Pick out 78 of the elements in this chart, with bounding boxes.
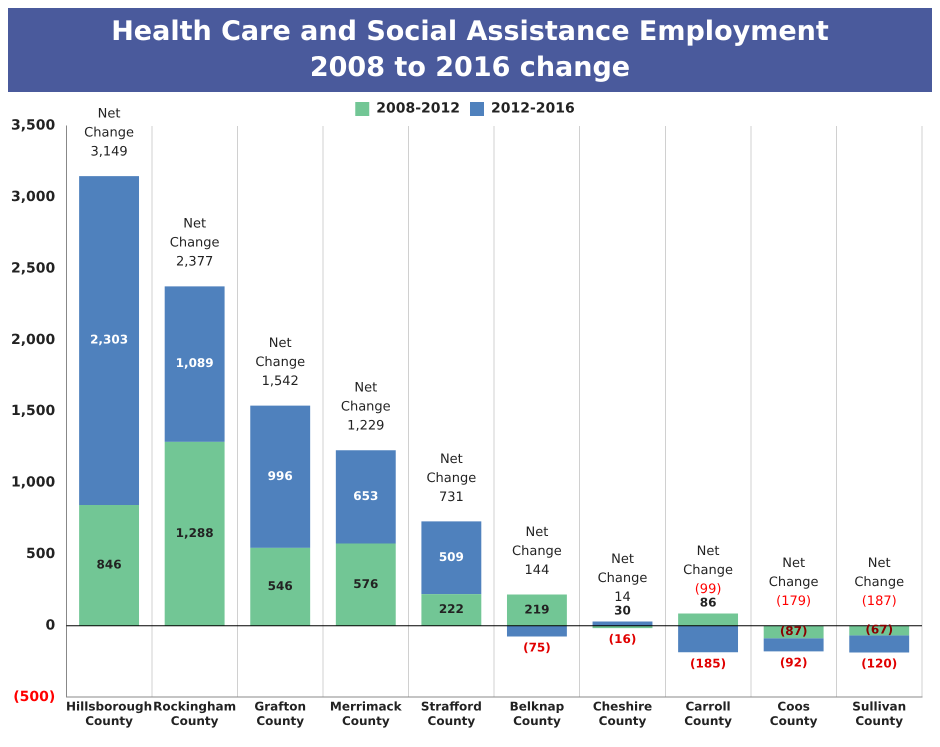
chart-title: Health Care and Social Assistance Employment 2008 to 2016 change <box>110 15 830 85</box>
bar <box>506 626 567 637</box>
data-label: 653 <box>353 489 378 504</box>
annotation: Net Change <box>854 556 904 590</box>
bar <box>336 544 396 626</box>
bar <box>164 442 225 626</box>
data-label: 509 <box>438 550 464 564</box>
bar <box>421 594 482 626</box>
y-tick-label: 3,000 <box>10 189 56 206</box>
y-tick-label: 500 <box>26 546 56 562</box>
total-label: 731 <box>438 490 464 505</box>
bar <box>250 548 310 626</box>
data-label: 30 <box>614 604 631 618</box>
data-label: 219 <box>524 602 550 616</box>
x-tick-label: Carroll County <box>684 700 732 728</box>
legend-label: 2012-2016 <box>491 100 575 117</box>
bar <box>678 614 738 626</box>
data-label: (67) <box>865 622 894 637</box>
data-label: 576 <box>353 576 378 591</box>
total-label: 2,377 <box>176 254 214 270</box>
total-label: (99) <box>694 582 722 597</box>
y-tick-label: 1,000 <box>10 474 56 491</box>
y-tick-label: 2,000 <box>10 332 56 348</box>
data-label: (92) <box>780 655 808 670</box>
annotation: Net Change <box>512 524 562 559</box>
annotation: Net Change <box>170 216 220 251</box>
x-tick-label: Cheshire County <box>592 700 652 728</box>
x-tick-label: Belknap County <box>510 700 565 728</box>
x-tick-label: Hillsborough County <box>66 700 152 728</box>
data-label: 2,303 <box>90 332 128 347</box>
bar <box>764 638 824 652</box>
data-label: (87) <box>780 624 808 638</box>
annotation: Net Change <box>768 556 819 590</box>
total-label: 3,149 <box>90 144 128 160</box>
bar <box>506 594 567 626</box>
annotation: Net Change <box>598 552 648 586</box>
y-tick-label: 2,500 <box>10 260 56 276</box>
data-label: 86 <box>700 596 716 610</box>
data-label: 1,089 <box>176 356 214 370</box>
bar <box>336 450 396 544</box>
data-label: (75) <box>523 640 551 655</box>
y-tick-label: 3,500 <box>10 118 56 134</box>
y-tick-label: 0 <box>46 617 56 634</box>
x-tick-label: Grafton County <box>254 700 306 728</box>
data-label: 222 <box>438 602 464 616</box>
bar <box>164 286 225 442</box>
x-tick-label: Sullivan County <box>852 700 906 728</box>
x-tick-label: Coos County <box>770 700 818 728</box>
bar <box>79 504 140 626</box>
y-tick-label: (500) <box>13 688 56 705</box>
data-label: (185) <box>690 656 726 670</box>
data-label: 996 <box>268 468 293 483</box>
total-label: 1,542 <box>262 374 299 389</box>
bar <box>849 635 910 653</box>
legend-label: 2008-2012 <box>376 100 460 117</box>
y-tick-label: 1,500 <box>10 403 56 420</box>
data-label: 546 <box>268 578 293 593</box>
annotation: Net Change <box>255 336 306 370</box>
data-label: 846 <box>96 558 122 572</box>
data-label: (16) <box>608 632 636 646</box>
total-label: (179) <box>776 594 812 610</box>
annotation: Net Change <box>340 380 391 415</box>
data-label: (120) <box>861 656 898 671</box>
annotation: Net Change <box>683 544 733 578</box>
annotation: Net Change <box>84 106 134 140</box>
x-tick-label: Merrimack County <box>330 700 403 728</box>
bar <box>250 406 310 548</box>
x-tick-label: Rockingham County <box>153 700 236 728</box>
total-label: (187) <box>862 594 897 610</box>
bar <box>421 521 482 594</box>
total-label: 144 <box>524 562 550 578</box>
total-label: 14 <box>614 590 631 605</box>
bar <box>79 176 140 505</box>
x-tick-label: Strafford County <box>420 700 482 728</box>
annotation: Net Change <box>426 452 476 486</box>
bar <box>678 626 738 652</box>
data-label: 1,288 <box>176 526 214 540</box>
total-label: 1,229 <box>347 418 384 434</box>
